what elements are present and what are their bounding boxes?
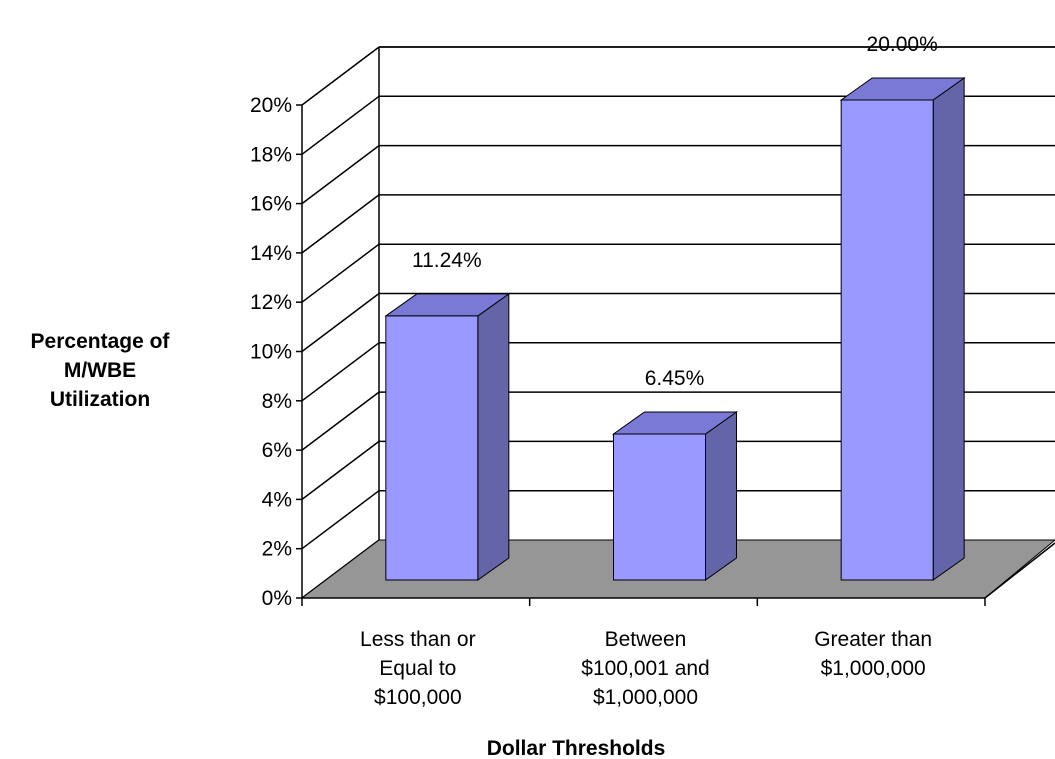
category-label-line: Between <box>605 628 687 651</box>
category-label-line: $100,000 <box>374 686 462 709</box>
x-axis-title: Dollar Thresholds <box>487 737 666 759</box>
data-label: 20.00% <box>867 33 938 56</box>
bar-side <box>932 77 965 581</box>
y-tick-label: 0% <box>262 587 292 610</box>
category-labels: Less than or Equal to $100,000 Between $100,… <box>360 628 932 709</box>
y-tick-label: 8% <box>262 390 292 413</box>
y-axis-title-line: M/WBE <box>64 359 136 382</box>
y-tick-label: 18% <box>250 143 292 166</box>
bar-side <box>477 292 510 581</box>
bar-front <box>613 433 706 581</box>
y-tick-label: 10% <box>250 341 292 364</box>
y-tick-label: 2% <box>262 538 292 561</box>
axes <box>296 104 1055 606</box>
category-label: Greater than $1,000,000 <box>814 628 932 680</box>
category-label-line: $1,000,000 <box>593 686 698 709</box>
bar-0 <box>384 292 511 581</box>
category-label-line: Less than or <box>360 628 476 651</box>
gridline-side <box>301 243 380 303</box>
category-label-line: $1,000,000 <box>821 657 926 680</box>
bar-side <box>705 411 737 581</box>
bar-front <box>840 99 934 581</box>
bar-2 <box>839 77 966 581</box>
data-label: 6.45% <box>645 367 705 390</box>
category-label: Between $100,001 and $1,000,000 <box>581 628 709 709</box>
gridline-side <box>301 342 380 402</box>
y-tick-label: 14% <box>250 242 292 265</box>
bars <box>384 77 966 581</box>
category-label: Less than or Equal to $100,000 <box>360 628 476 709</box>
gridline-side <box>301 490 380 550</box>
y-tick-label: 16% <box>250 193 292 216</box>
gridline-side <box>301 95 380 155</box>
y-tick-label: 20% <box>250 94 292 117</box>
y-tick-label: 12% <box>250 291 292 314</box>
data-label: 11.24% <box>412 249 482 272</box>
gridline-side <box>301 194 380 254</box>
y-axis-title-text: Percentage of M/WBE Utilization <box>31 330 171 411</box>
y-tick-label: 6% <box>262 439 292 462</box>
category-label-line: $100,001 and <box>581 657 709 680</box>
y-axis-title: Percentage of M/WBE Utilization <box>31 330 171 411</box>
gridline-side <box>301 440 380 500</box>
bar-1 <box>611 411 739 581</box>
y-tick-labels: 0% 2% 4% 6% 8% 10% 12% 14% 16% 18% 20% <box>250 94 292 610</box>
gridline-side <box>301 391 380 451</box>
data-labels: 11.24% 6.45% 20.00% <box>412 33 938 390</box>
y-axis-title-line: Utilization <box>50 388 150 411</box>
y-tick-label: 4% <box>262 488 292 511</box>
bar-front <box>385 315 479 581</box>
category-label-line: Equal to <box>379 657 456 680</box>
category-label-line: Greater than <box>814 628 932 651</box>
y-axis-title-line: Percentage of <box>31 330 171 353</box>
gridline-side <box>301 145 380 205</box>
floor-right-edge <box>984 542 1055 599</box>
gridline-side <box>301 46 380 106</box>
gridline-side <box>301 292 380 353</box>
